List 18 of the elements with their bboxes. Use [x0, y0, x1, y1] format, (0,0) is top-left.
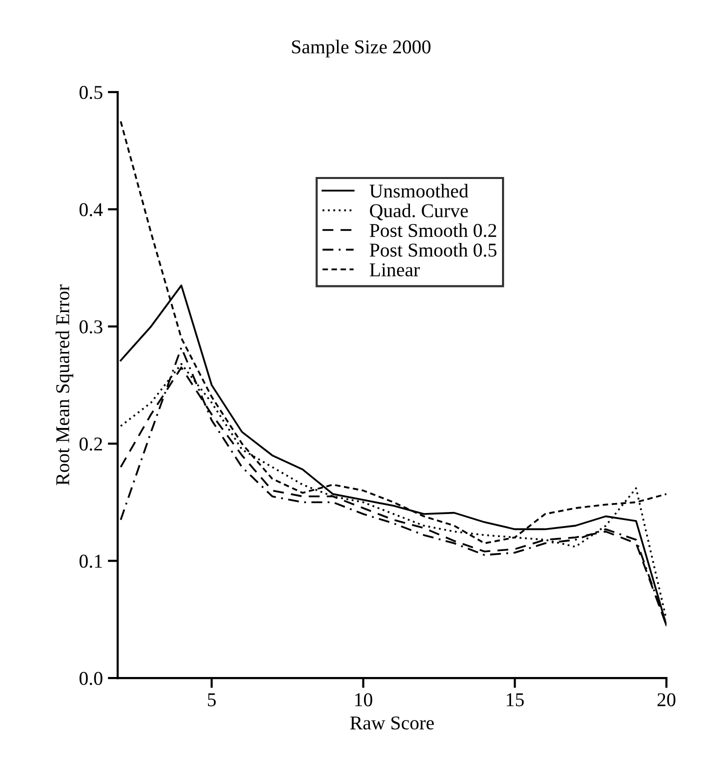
y-tick-label: 0.4 — [80, 203, 103, 216]
y-tick-label: 0.0 — [80, 672, 102, 686]
legend-label: Unsmoothed — [370, 184, 468, 198]
chart-title: Sample Size 2000 — [292, 40, 430, 58]
x-tick-label: 5 — [208, 693, 216, 706]
legend-label: Post Smooth 0.5 — [370, 243, 496, 257]
x-tick-label: 10 — [355, 693, 372, 706]
y-tick-label: 0.3 — [80, 320, 102, 334]
x-axis-title: Raw Score — [350, 716, 434, 730]
x-tick-label: 15 — [506, 693, 524, 706]
legend-label: Quad. Curve — [370, 204, 468, 220]
x-tick-label: 20 — [658, 693, 676, 706]
legend-label: Linear — [370, 263, 420, 276]
y-tick-label: 0.1 — [80, 554, 102, 568]
y-tick-label: 0.5 — [80, 86, 102, 100]
y-tick-label: 0.2 — [80, 437, 102, 451]
legend-label: Post Smooth 0.2 — [370, 223, 496, 238]
y-axis-title: Root Mean Squared Error — [56, 284, 74, 486]
